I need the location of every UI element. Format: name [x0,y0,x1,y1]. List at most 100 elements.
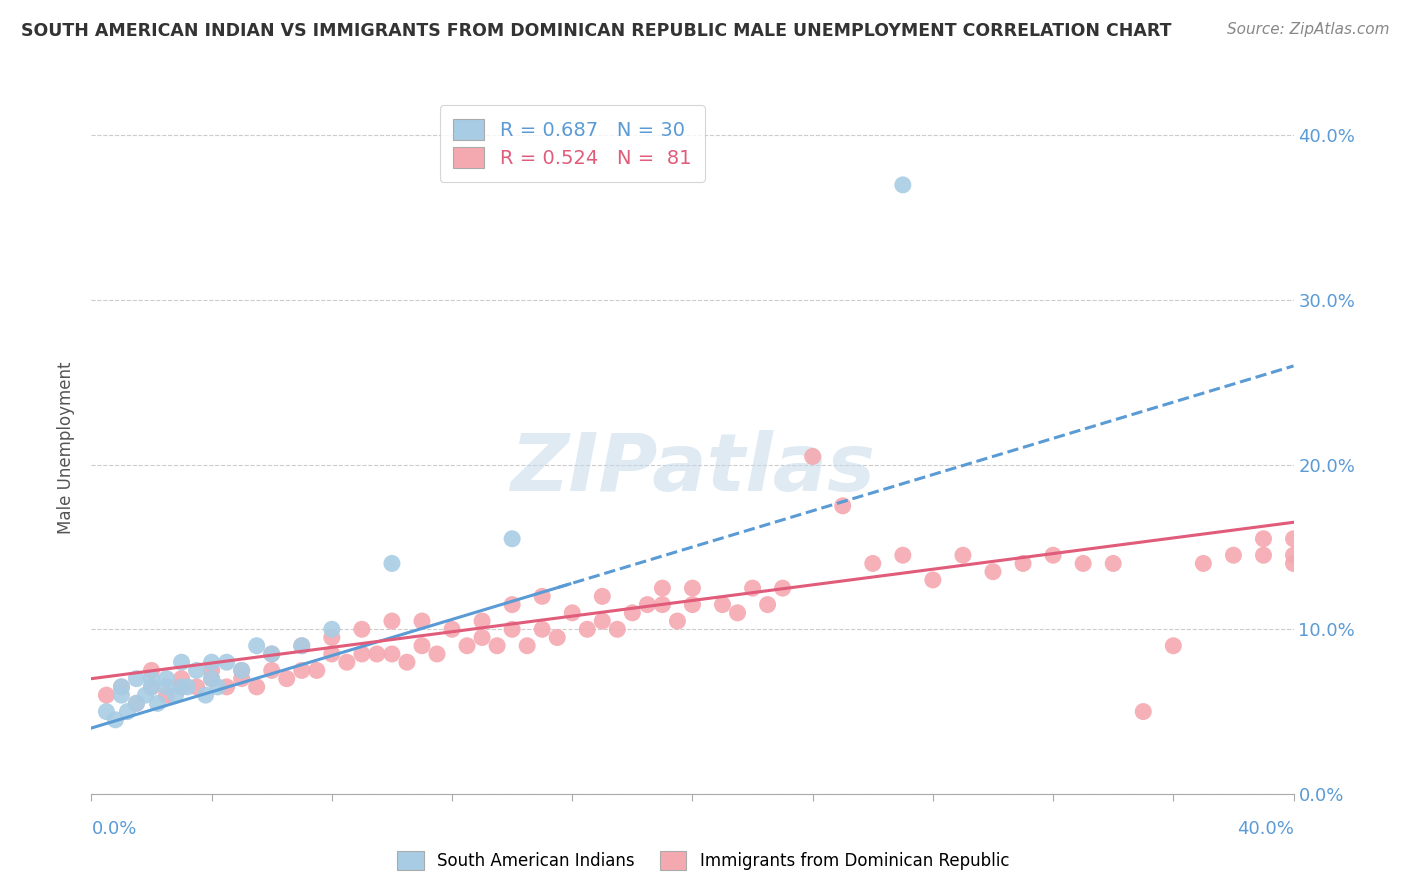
Text: 0.0%: 0.0% [91,820,136,838]
Point [531,622,554,636]
Point [194,688,217,702]
Point [170,672,193,686]
Point [305,664,328,678]
Point [801,450,824,464]
Point [591,590,613,604]
Point [501,622,523,636]
Point [117,705,139,719]
Point [651,581,673,595]
Point [516,639,538,653]
Point [125,697,148,711]
Point [1282,557,1305,571]
Point [336,655,359,669]
Point [681,581,703,595]
Point [891,178,914,192]
Point [207,680,229,694]
Point [321,647,343,661]
Point [366,647,388,661]
Point [1042,548,1064,562]
Point [741,581,763,595]
Point [291,639,314,653]
Point [576,622,599,636]
Point [201,655,224,669]
Point [1192,557,1215,571]
Point [1282,548,1305,562]
Point [215,655,238,669]
Point [155,680,177,694]
Point [666,614,689,628]
Point [260,647,283,661]
Point [606,622,628,636]
Y-axis label: Male Unemployment: Male Unemployment [58,362,76,534]
Point [321,622,343,636]
Point [134,688,156,702]
Point [981,565,1004,579]
Point [186,680,208,694]
Point [170,680,193,694]
Point [96,688,118,702]
Text: 40.0%: 40.0% [1237,820,1294,838]
Point [186,664,208,678]
Point [141,680,163,694]
Point [141,672,163,686]
Point [651,598,673,612]
Point [711,598,734,612]
Point [727,606,749,620]
Legend: South American Indians, Immigrants from Dominican Republic: South American Indians, Immigrants from … [385,839,1021,882]
Point [1132,705,1154,719]
Point [381,614,404,628]
Point [471,614,494,628]
Point [110,688,132,702]
Point [246,639,269,653]
Point [456,639,478,653]
Text: Source: ZipAtlas.com: Source: ZipAtlas.com [1226,22,1389,37]
Point [952,548,974,562]
Point [756,598,779,612]
Point [201,672,224,686]
Point [1071,557,1094,571]
Point [125,697,148,711]
Point [681,598,703,612]
Point [201,672,224,686]
Point [591,614,613,628]
Point [110,680,132,694]
Point [165,688,187,702]
Point [260,647,283,661]
Point [170,680,193,694]
Point [621,606,644,620]
Point [862,557,884,571]
Point [155,688,177,702]
Point [486,639,509,653]
Point [146,697,169,711]
Point [922,573,945,587]
Point [231,664,253,678]
Point [891,548,914,562]
Point [831,499,853,513]
Point [291,639,314,653]
Text: SOUTH AMERICAN INDIAN VS IMMIGRANTS FROM DOMINICAN REPUBLIC MALE UNEMPLOYMENT CO: SOUTH AMERICAN INDIAN VS IMMIGRANTS FROM… [21,22,1171,40]
Point [440,622,463,636]
Point [546,631,568,645]
Point [772,581,794,595]
Point [141,680,163,694]
Point [350,647,373,661]
Point [1253,548,1275,562]
Point [201,664,224,678]
Point [350,622,373,636]
Point [395,655,418,669]
Point [1012,557,1035,571]
Point [501,598,523,612]
Point [501,532,523,546]
Point [1161,639,1184,653]
Point [176,680,198,694]
Point [246,680,269,694]
Point [1282,532,1305,546]
Point [231,664,253,678]
Point [531,590,554,604]
Point [411,639,433,653]
Point [170,655,193,669]
Point [1102,557,1125,571]
Point [1222,548,1244,562]
Text: ZIPatlas: ZIPatlas [510,430,875,508]
Point [110,680,132,694]
